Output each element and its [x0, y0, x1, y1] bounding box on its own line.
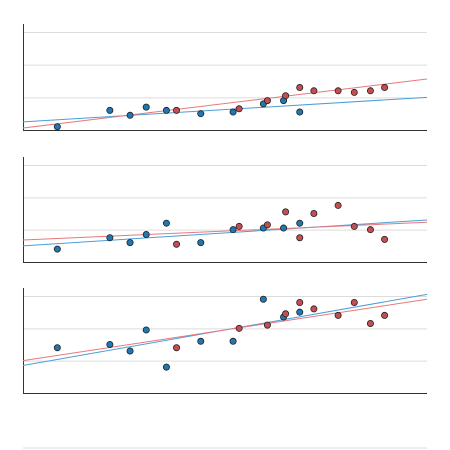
- series-1-point: [229, 337, 237, 345]
- series-2-point: [235, 324, 243, 332]
- series-2-point: [381, 311, 389, 319]
- series-2-point: [173, 106, 181, 114]
- series-1-point: [162, 219, 170, 227]
- series-1-point: [296, 108, 304, 116]
- series-1-point: [53, 123, 61, 131]
- series-1-point: [197, 110, 205, 118]
- series-1-point: [280, 224, 288, 232]
- series-2-point: [334, 311, 342, 319]
- series-1-point: [126, 239, 134, 247]
- series-2-point: [282, 92, 290, 100]
- series-1-point: [53, 245, 61, 253]
- series-1-point: [142, 231, 150, 239]
- series-2-point: [296, 84, 304, 92]
- series-2-point: [296, 298, 304, 306]
- series-1-point: [197, 337, 205, 345]
- scatter-panel-3: [22, 288, 428, 394]
- series-2-point: [296, 234, 304, 242]
- series-2-point: [282, 208, 290, 216]
- series-1-point: [142, 103, 150, 111]
- series-2-point: [310, 209, 318, 217]
- series-1-fit-line: [22, 96, 428, 123]
- series-2-point: [263, 97, 271, 105]
- series-1-point: [229, 108, 237, 116]
- series-2-point: [334, 201, 342, 209]
- series-1-point: [197, 239, 205, 247]
- series-2-fit-line: [22, 78, 428, 129]
- series-2-point: [334, 87, 342, 95]
- series-2-fit-line: [22, 298, 428, 362]
- series-1-point: [229, 226, 237, 234]
- series-1-point: [296, 219, 304, 227]
- series-1-point: [106, 234, 114, 242]
- series-1-point: [106, 106, 114, 114]
- panels: [22, 24, 428, 449]
- series-2-point: [310, 305, 318, 313]
- series-2-point: [366, 226, 374, 234]
- series-1-point: [142, 326, 150, 334]
- series-1-point: [259, 295, 267, 303]
- series-1-point: [162, 363, 170, 371]
- series-1-point: [126, 111, 134, 119]
- series-1-fit-line: [22, 219, 428, 247]
- series-2-point: [366, 319, 374, 327]
- series-2-fit-line: [22, 221, 428, 241]
- series-2-point: [235, 222, 243, 230]
- series-2-point: [263, 321, 271, 329]
- series-2-point: [263, 221, 271, 229]
- series-2-point: [310, 87, 318, 95]
- series-2-point: [173, 344, 181, 352]
- series-2-point: [282, 310, 290, 318]
- series-2-point: [173, 240, 181, 248]
- series-1-point: [162, 106, 170, 114]
- series-2-point: [235, 105, 243, 113]
- series-2-point: [350, 88, 358, 96]
- series-1-point: [53, 344, 61, 352]
- series-2-point: [381, 235, 389, 243]
- series-1-point: [296, 308, 304, 316]
- series-2-point: [381, 84, 389, 92]
- series-2-point: [350, 298, 358, 306]
- series-1-point: [106, 340, 114, 348]
- series-2-point: [366, 87, 374, 95]
- series-1-point: [126, 347, 134, 355]
- scatter-panel-2: [22, 157, 428, 263]
- series-2-point: [350, 222, 358, 230]
- scatter-panel-1: [22, 24, 428, 131]
